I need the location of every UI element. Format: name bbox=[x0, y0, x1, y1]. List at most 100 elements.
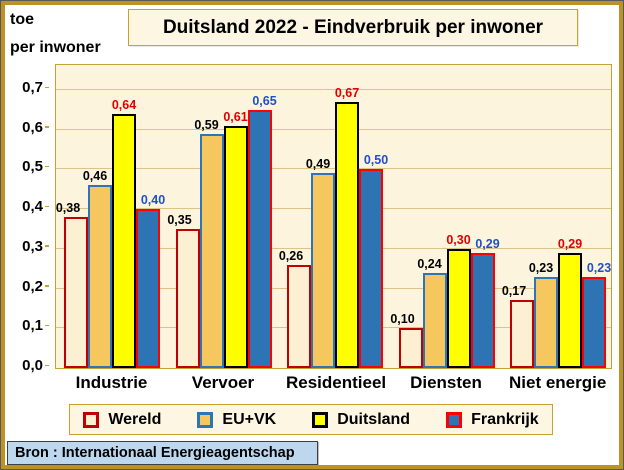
legend-label: Wereld bbox=[108, 410, 162, 428]
legend-swatch-icon bbox=[446, 411, 463, 428]
bar-slot: 0,10 bbox=[390, 65, 423, 368]
bar-euvk-vervoer bbox=[199, 134, 224, 368]
bar-duitsland-residentieel bbox=[335, 102, 359, 368]
bar-value-label: 0,30 bbox=[446, 233, 471, 247]
bar-duitsland-niet-energie bbox=[558, 253, 582, 368]
bar-value-label: 0,10 bbox=[390, 312, 415, 326]
bar-wereld-vervoer bbox=[175, 229, 200, 368]
bar-value-label: 0,29 bbox=[557, 237, 583, 251]
bar-value-label: 0,35 bbox=[167, 213, 192, 227]
bar-slot: 0,26 bbox=[279, 65, 311, 368]
bar-slot: 0,24 bbox=[417, 65, 447, 368]
bar-value-label: 0,24 bbox=[417, 257, 442, 271]
bar-wereld-niet-energie bbox=[510, 300, 534, 368]
bar-slot: 0,23 bbox=[529, 65, 558, 368]
plot-area: 0,38 0,46 0,64 0,40 0,35 0,59 0,61 0,65 0,26 0,49… bbox=[55, 64, 612, 369]
y-tick-mark bbox=[45, 165, 49, 168]
y-tick-mark bbox=[45, 245, 49, 247]
bar-value-label: 0,26 bbox=[278, 249, 304, 263]
y-tick-mark bbox=[45, 86, 49, 89]
bar-duitsland-industrie bbox=[112, 114, 136, 368]
chart-title-box: Duitsland 2022 - Eindverbruik per inwone… bbox=[128, 9, 578, 46]
bar-slot: 0,29 bbox=[558, 65, 582, 368]
bar-slot: 0,17 bbox=[502, 65, 534, 368]
bar-group-residentieel: 0,26 0,49 0,67 0,50 bbox=[279, 65, 388, 368]
bar-slot: 0,67 bbox=[335, 65, 359, 368]
y-axis-tick-labels: 0,0 0,1 0,2 0,3 0,4 0,5 0,6 0,7 bbox=[5, 64, 49, 374]
legend-swatch-icon bbox=[83, 411, 100, 428]
bar-group-vervoer: 0,35 0,59 0,61 0,65 bbox=[167, 65, 277, 368]
bar-euvk-niet-energie bbox=[534, 277, 558, 368]
chart-title: Duitsland 2022 - Eindverbruik per inwone… bbox=[162, 16, 544, 38]
bar-slot: 0,49 bbox=[306, 65, 335, 368]
bar-slot: 0,35 bbox=[167, 65, 200, 368]
bar-value-label: 0,59 bbox=[194, 118, 219, 132]
bar-value-label: 0,67 bbox=[334, 86, 360, 100]
bar-slot: 0,59 bbox=[194, 65, 224, 368]
bar-value-label: 0,50 bbox=[363, 153, 389, 167]
bar-wereld-residentieel bbox=[287, 265, 311, 368]
bar-group-diensten: 0,10 0,24 0,30 0,29 bbox=[390, 65, 500, 368]
bar-slot: 0,30 bbox=[446, 65, 471, 368]
bar-value-label: 0,65 bbox=[252, 94, 277, 108]
bar-value-label: 0,38 bbox=[55, 201, 81, 215]
bar-groups: 0,38 0,46 0,64 0,40 0,35 0,59 0,61 0,65 0,26 0,49… bbox=[56, 65, 611, 368]
legend-swatch-icon bbox=[197, 411, 214, 428]
bar-frankrijk-vervoer bbox=[247, 110, 272, 368]
legend-swatch-icon bbox=[312, 411, 329, 428]
bar-value-label: 0,46 bbox=[82, 169, 108, 183]
legend-label: EU+VK bbox=[222, 410, 277, 428]
y-tick-label: 0,7 bbox=[22, 79, 43, 97]
y-tick-label: 0,2 bbox=[22, 277, 43, 295]
y-tick-label: 0,1 bbox=[22, 317, 43, 335]
y-tick-label: 0,6 bbox=[22, 118, 43, 136]
x-category-label-diensten: Diensten bbox=[410, 373, 482, 392]
bar-wereld-diensten bbox=[398, 328, 423, 368]
gridline bbox=[56, 128, 611, 130]
bar-value-label: 0,64 bbox=[111, 98, 137, 112]
x-category-label-niet-energie: Niet energie bbox=[509, 373, 607, 392]
y-tick-label: 0,4 bbox=[22, 198, 43, 216]
bar-value-label: 0,61 bbox=[223, 110, 248, 124]
bar-euvk-diensten bbox=[422, 273, 447, 368]
bar-wereld-industrie bbox=[64, 217, 88, 368]
bar-slot: 0,64 bbox=[112, 65, 136, 368]
source-box: Bron : Internationaal Energieagentschap bbox=[7, 441, 318, 465]
bar-frankrijk-niet-energie bbox=[582, 277, 606, 368]
bar-euvk-residentieel bbox=[311, 173, 335, 368]
bar-duitsland-vervoer bbox=[223, 126, 248, 368]
bar-slot: 0,46 bbox=[83, 65, 112, 368]
bar-frankrijk-diensten bbox=[470, 253, 495, 368]
source-text: Bron : Internationaal Energieagentschap bbox=[15, 445, 295, 461]
bar-slot: 0,40 bbox=[136, 65, 165, 368]
bar-value-label: 0,23 bbox=[586, 261, 612, 275]
bar-frankrijk-residentieel bbox=[359, 169, 383, 368]
y-tick-label: 0,5 bbox=[22, 158, 43, 176]
gridline bbox=[56, 168, 611, 170]
gridline bbox=[56, 89, 611, 91]
x-category-label-residentieel: Residentieel bbox=[286, 373, 387, 392]
y-tick-mark bbox=[45, 285, 49, 287]
x-category-label-industrie: Industrie bbox=[75, 373, 148, 392]
bar-slot: 0,29 bbox=[470, 65, 500, 368]
y-axis-unit-line2: per inwoner bbox=[10, 39, 101, 56]
legend: Wereld EU+VK Duitsland Frankrijk bbox=[69, 404, 553, 435]
x-category-label-vervoer: Vervoer bbox=[191, 373, 255, 392]
y-tick-mark bbox=[45, 205, 49, 208]
legend-item-euvk: EU+VK bbox=[197, 411, 276, 429]
bar-group-niet-energie: 0,17 0,23 0,29 0,23 bbox=[502, 65, 611, 368]
legend-item-wereld: Wereld bbox=[83, 411, 161, 429]
bar-value-label: 0,49 bbox=[305, 157, 331, 171]
bar-value-label: 0,17 bbox=[501, 284, 527, 298]
bar-value-label: 0,29 bbox=[475, 237, 500, 251]
bar-euvk-industrie bbox=[88, 185, 112, 368]
legend-label: Frankrijk bbox=[471, 410, 539, 428]
legend-item-frankrijk: Frankrijk bbox=[446, 411, 539, 429]
bar-slot: 0,50 bbox=[359, 65, 388, 368]
bar-value-label: 0,40 bbox=[140, 193, 166, 207]
y-tick-label: 0,3 bbox=[22, 237, 43, 255]
bar-slot: 0,23 bbox=[582, 65, 611, 368]
legend-label: Duitsland bbox=[337, 410, 411, 428]
bar-frankrijk-industrie bbox=[136, 209, 160, 368]
